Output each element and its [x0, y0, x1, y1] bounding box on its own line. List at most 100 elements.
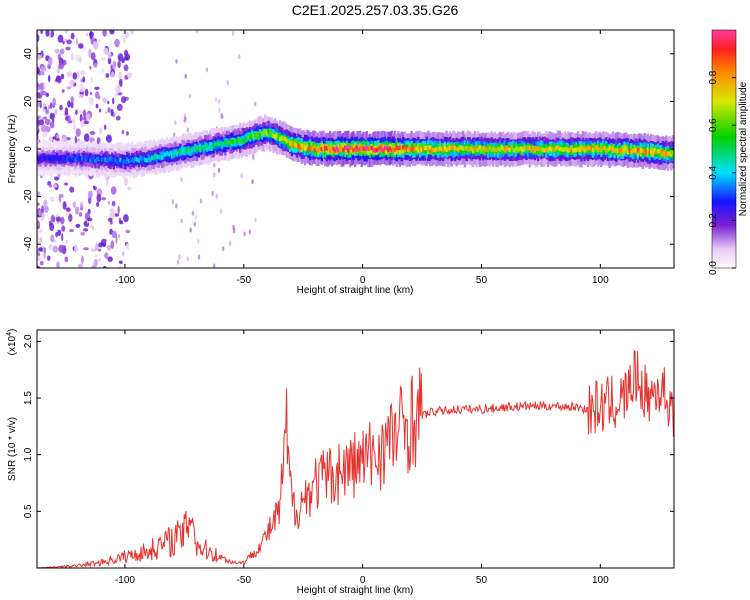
spectrogram-noise-cell	[77, 263, 83, 268]
spectrogram-noise-cell	[40, 30, 44, 35]
spectrogram-noise-cell	[123, 64, 129, 72]
spectrogram-noise-cell	[38, 209, 42, 217]
spectrogram-ridge-cell	[274, 134, 277, 140]
spectrogram-ridge-cell	[536, 146, 540, 151]
spectrogram-noise-cell	[78, 94, 84, 99]
spectrogram-noise-cell	[48, 244, 53, 251]
spectrogram-noise-cell	[248, 229, 251, 235]
spectrogram-ridge-cell	[174, 149, 177, 155]
spectrogram-ridge-cell	[545, 147, 548, 152]
spectrogram-noise-cell	[46, 109, 50, 114]
spectrogram-ridge-cell	[623, 147, 626, 152]
spectrogram-ridge-cell	[295, 144, 299, 149]
spectrogram-ridge-cell	[548, 146, 551, 151]
spectrogram-ridge-cell	[487, 147, 490, 153]
spectrogram-ridge-cell	[122, 159, 125, 164]
spectrogram-ridge-cell	[350, 145, 353, 150]
spectrogram-ridge-cell	[370, 145, 373, 150]
spectrogram-ridge-cell	[561, 143, 565, 152]
spectrogram-ridge	[37, 114, 674, 179]
spectrogram-ridge-cell	[220, 143, 224, 148]
spectrogram-ridge-cell	[94, 158, 97, 164]
spectrogram-noise-cell	[106, 244, 112, 251]
spectrogram-noise-cell	[58, 62, 64, 70]
spectrogram-ridge-cell	[595, 145, 598, 150]
spectrogram-noise-cell	[127, 186, 132, 191]
spectrogram-ridge-cell	[289, 141, 292, 146]
spectrogram-noise-cell	[44, 106, 47, 110]
spectrogram-ridge-cell	[122, 154, 125, 164]
spectrogram-noise-cell	[103, 47, 109, 56]
spectrogram-noise-cell	[37, 52, 42, 60]
spectrogram-ridge-cell	[372, 147, 375, 152]
spectrogram-ridge-cell	[457, 147, 460, 152]
spectrogram-ridge-cell	[250, 134, 254, 139]
spectrogram-ridge-cell	[348, 146, 352, 155]
spectrogram-ridge-cell	[418, 146, 422, 151]
spectrogram-y-ticks: -40 -20 0 20 40	[23, 48, 674, 251]
spectrogram-noise-cell	[79, 212, 82, 217]
spectrogram-ridge-cell	[318, 148, 322, 153]
spectrogram-noise-cell	[58, 195, 62, 203]
spectrogram-ridge-cell	[87, 157, 91, 162]
spectrogram-ridge-cell	[240, 137, 244, 142]
spectrogram-noise-cell	[93, 259, 99, 267]
spectrogram-noise-cell	[88, 48, 92, 58]
spectrogram-noise-cell	[80, 70, 86, 76]
spectrogram-ridge-cell	[392, 143, 395, 152]
spectrogram-ridge-cell	[553, 147, 556, 153]
spectrogram-ridge-cell	[467, 147, 470, 152]
spectrogram-noise-cell	[213, 172, 216, 178]
spectrogram-noise-cell	[69, 229, 74, 233]
spectrogram-ridge-cell	[127, 158, 130, 164]
spectrogram-ridge-cell	[465, 145, 468, 151]
spectrogram-noise-cell	[105, 73, 110, 79]
spectrogram-ridge-cell	[385, 146, 388, 155]
spectrogram-ridge-cell	[254, 132, 257, 137]
spectrogram-noise-cell	[82, 109, 87, 117]
spectrogram-noise-cell	[213, 263, 216, 268]
spectrogram-noise-cell	[175, 203, 178, 209]
y-tick-label: 40	[23, 48, 34, 60]
spectrogram-ridge-cell	[640, 148, 643, 153]
spectrogram-noise-cell	[178, 254, 181, 260]
spectrogram-noise-cell	[98, 242, 103, 248]
spectrogram-noise-cell	[66, 39, 72, 45]
spectrogram-ridge-cell	[99, 155, 102, 161]
spectrogram-ridge-cell	[194, 147, 197, 152]
spectrogram-ridge-cell	[150, 155, 154, 160]
spectrogram-noise-cell	[98, 257, 101, 263]
spectrogram-noise-cell	[87, 217, 93, 222]
spectrogram-ridge-cell	[277, 133, 280, 138]
spectrogram-ridge-cell	[323, 146, 327, 155]
spectrogram-ridge-cell	[96, 156, 99, 162]
spectrogram-ridge-cell	[71, 154, 74, 160]
spectrogram-ridge-cell	[618, 148, 621, 153]
spectrogram-noise-cell	[93, 185, 95, 189]
spectrogram-noise-cell	[56, 261, 60, 268]
spectrogram-ridge-cell	[92, 155, 96, 165]
spectrogram-noise-cell	[49, 222, 55, 232]
x-tick-label: -100	[115, 275, 135, 286]
spectrogram-ridge-cell	[661, 152, 665, 157]
spectrogram-ridge-cell	[245, 137, 249, 142]
spectrogram-ridge-cell	[169, 150, 172, 155]
spectrogram-noise-cell	[72, 201, 77, 208]
spectrogram-ridge-cell	[636, 148, 640, 153]
spectrogram-noise-cell	[123, 177, 128, 186]
spectrogram-ridge-cell	[229, 139, 232, 144]
spectrogram-noise-cell	[62, 201, 67, 210]
spectrogram-ridge-cell	[473, 146, 477, 151]
spectrogram-ridge-cell	[550, 147, 553, 152]
spectrogram-ridge-cell	[400, 147, 403, 152]
spectrogram-ridge-cell	[352, 148, 355, 153]
spectrogram-noise-cell	[55, 231, 58, 238]
y-tick-label: 20	[23, 95, 34, 107]
spectrogram-ridge-cell	[633, 148, 636, 153]
spectrogram-ridge-cell	[485, 147, 488, 152]
spectrogram-ridge-cell	[531, 146, 535, 155]
spectrogram-ridge-cell	[363, 146, 367, 152]
spectrogram-noise-cell	[79, 55, 82, 64]
spectrogram-ridge-cell	[69, 157, 72, 162]
spectrogram-noise-cell	[174, 120, 177, 126]
